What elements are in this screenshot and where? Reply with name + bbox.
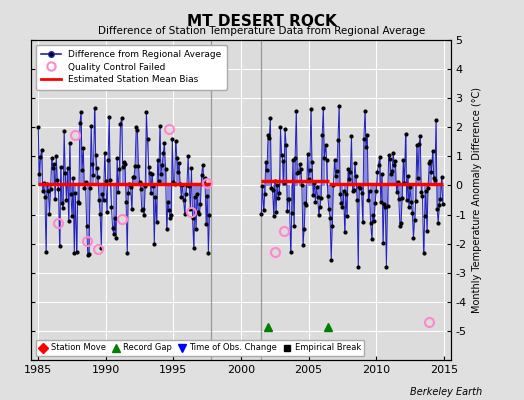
Legend: Station Move, Record Gap, Time of Obs. Change, Empirical Break: Station Move, Record Gap, Time of Obs. C… bbox=[36, 340, 364, 356]
Y-axis label: Monthly Temperature Anomaly Difference (°C): Monthly Temperature Anomaly Difference (… bbox=[472, 87, 482, 313]
Text: Difference of Station Temperature Data from Regional Average: Difference of Station Temperature Data f… bbox=[99, 26, 425, 36]
Text: MT DESERT ROCK: MT DESERT ROCK bbox=[187, 14, 337, 29]
Text: Berkeley Earth: Berkeley Earth bbox=[410, 387, 482, 397]
